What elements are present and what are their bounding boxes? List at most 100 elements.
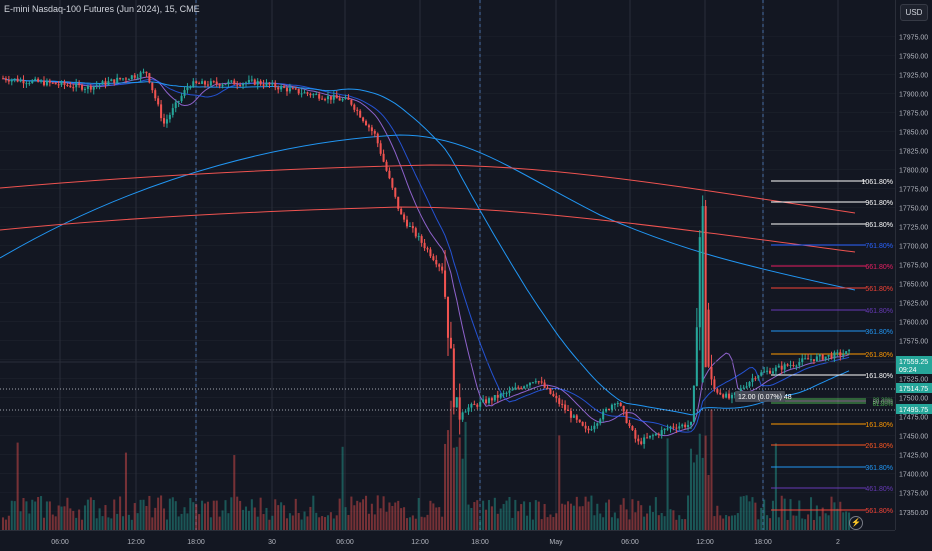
volume-bar: [675, 519, 678, 530]
volume-bar: [795, 515, 798, 530]
candle-body: [490, 398, 493, 401]
candle-body: [344, 97, 347, 100]
price-tick: 17825.00: [899, 149, 928, 156]
candle-body: [51, 82, 54, 84]
fib-label: 161.80%: [865, 373, 893, 380]
candle-body: [505, 392, 508, 394]
volume-bar: [344, 507, 347, 530]
lightning-icon[interactable]: ⚡: [849, 516, 863, 530]
candle-body: [452, 348, 455, 408]
volume-bar: [748, 501, 751, 530]
candles[interactable]: [1, 68, 851, 449]
price-tag-label: 17514.75: [899, 386, 928, 393]
volume-bar: [692, 462, 695, 530]
candle-body: [268, 82, 271, 85]
candle-body: [45, 80, 48, 86]
volume-bar: [356, 500, 359, 530]
candle-body: [549, 388, 552, 394]
volume-bar: [757, 519, 760, 530]
candle-body: [133, 75, 136, 78]
volume-bar: [417, 497, 420, 530]
volume-bar: [648, 505, 652, 530]
volume-bar: [511, 517, 514, 530]
price-tick: 17975.00: [899, 35, 928, 42]
volume-bar: [133, 503, 136, 530]
volume-bar: [833, 502, 836, 530]
candle-body: [388, 170, 391, 179]
candle-body: [66, 84, 69, 86]
candle-body: [127, 79, 130, 81]
candle-body: [236, 84, 239, 86]
candle-body: [162, 118, 166, 124]
fib-extension-lines[interactable]: 1061.80% 961.80% 861.80% 761.80% 661.80% 561.…: [0, 179, 895, 515]
fib-label: 61.80%: [873, 402, 894, 408]
volume-bar: [666, 438, 669, 530]
candle-body: [449, 337, 452, 349]
candle-body: [7, 80, 10, 82]
volume-bar: [482, 500, 485, 530]
volume-bar: [28, 513, 31, 530]
volume-bar: [446, 430, 450, 530]
volume-bar: [51, 514, 54, 530]
volume-bar: [681, 519, 684, 530]
candle-body: [534, 381, 537, 383]
candle-body: [81, 85, 84, 90]
candle-body: [605, 409, 608, 412]
candle-body: [75, 83, 78, 88]
ma-60: [2, 77, 850, 416]
volume-bar: [376, 495, 379, 530]
currency-button[interactable]: USD: [900, 4, 928, 21]
volume-bar: [534, 500, 537, 530]
price-tag-countdown: 09:24: [899, 367, 917, 374]
candle-body: [271, 82, 274, 85]
candle-body: [757, 375, 760, 379]
price-tick: 17500.00: [899, 396, 928, 403]
volume-bar: [359, 502, 362, 530]
volume-bar: [244, 506, 248, 530]
candle-body: [593, 425, 596, 430]
candle-body: [801, 358, 804, 363]
volume-bar: [107, 517, 110, 530]
candle-body: [754, 378, 757, 380]
volume-bar: [347, 514, 350, 530]
candle-body: [227, 81, 230, 85]
measure-box: [735, 391, 785, 402]
volume-bar: [549, 514, 552, 530]
candle-body: [467, 407, 470, 412]
volume-bar: [385, 511, 388, 530]
time-axis[interactable]: 06:00 12:00 18:00 30 06:00 12:00 18:00 May 06:00…: [0, 530, 895, 551]
candle-body: [294, 88, 297, 90]
volume-bar: [321, 516, 324, 530]
candle-body: [836, 352, 839, 354]
candle-body: [376, 133, 379, 144]
symbol-title[interactable]: E-mini Nasdaq-100 Futures (Jun 2024), 15…: [4, 4, 200, 14]
candle-body: [230, 80, 233, 82]
candle-body: [160, 104, 163, 119]
volume-bar: [113, 499, 116, 530]
volume-bar: [203, 503, 207, 530]
volume-bar: [127, 514, 130, 530]
candle-body: [783, 364, 786, 370]
volume-bar: [739, 496, 742, 530]
ma-20: [2, 77, 850, 433]
volume-bar: [148, 495, 151, 530]
volume-bar: [81, 519, 84, 530]
volume-bar: [801, 518, 804, 530]
candle-body: [698, 237, 701, 328]
volume-bar: [637, 500, 640, 530]
volume-bar: [145, 505, 148, 530]
price-axis[interactable]: 17975.00 17950.00 17925.00 17900.00 17875.00…: [895, 0, 932, 530]
volume-bar: [798, 500, 801, 530]
volume-bar: [763, 499, 766, 530]
volume-bar: [1, 517, 5, 530]
volume-bar: [485, 509, 488, 530]
time-label: 30: [268, 539, 276, 546]
volume-bar: [704, 435, 707, 530]
chart-pane[interactable]: 1061.80% 961.80% 861.80% 761.80% 661.80% 561.…: [0, 0, 895, 530]
volume-bar: [256, 516, 259, 530]
price-chart[interactable]: 1061.80% 961.80% 861.80% 761.80% 661.80% 561.…: [0, 0, 895, 530]
fib-label: 561.80%: [865, 286, 893, 293]
candle-body: [730, 394, 733, 399]
volume-bar: [490, 506, 493, 530]
candle-body: [394, 187, 397, 197]
